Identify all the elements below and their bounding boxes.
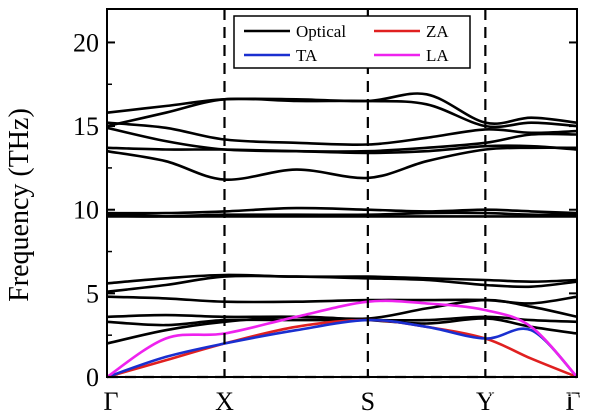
y-tick-label-5: 5: [86, 279, 99, 308]
legend-label-optical: Optical: [296, 22, 346, 41]
plot-frame: [106, 8, 578, 378]
dispersion-curves: [106, 92, 578, 379]
legend-label-za: ZA: [426, 22, 449, 41]
watermark-text: 知乎 @phad快乐星球: [454, 383, 592, 400]
x-tick-label-4: Γ: [565, 387, 580, 416]
series-line-optical-7: [106, 274, 578, 293]
x-tick-label-3: Y: [476, 387, 495, 416]
series-line-optical-11: [106, 206, 578, 215]
series-line-optical-13: [106, 144, 578, 155]
y-tick-label-20: 20: [73, 28, 99, 57]
legend-label-ta: TA: [296, 46, 318, 65]
series-line-optical-14: [106, 126, 578, 153]
legend-label-la: LA: [426, 46, 449, 65]
high-symmetry-lines: [223, 9, 487, 377]
x-tick-label-0: Γ: [103, 387, 118, 416]
series-line-la-2: [106, 299, 578, 379]
legend: Optical ZA TA LA: [233, 15, 471, 69]
y-tick-label-15: 15: [73, 112, 99, 141]
y-axis-title: Frequency (THz): [4, 108, 35, 302]
series-line-optical-6: [106, 295, 578, 305]
y-tick-label-10: 10: [73, 196, 99, 225]
legend-box: [233, 15, 471, 69]
x-tick-label-1: X: [215, 387, 234, 416]
y-tick-label-0: 0: [86, 363, 99, 392]
y-axis-ticks: 0 5 10 15 20: [73, 28, 577, 392]
series-line-optical-8: [106, 273, 578, 285]
x-tick-label-2: S: [361, 387, 375, 416]
